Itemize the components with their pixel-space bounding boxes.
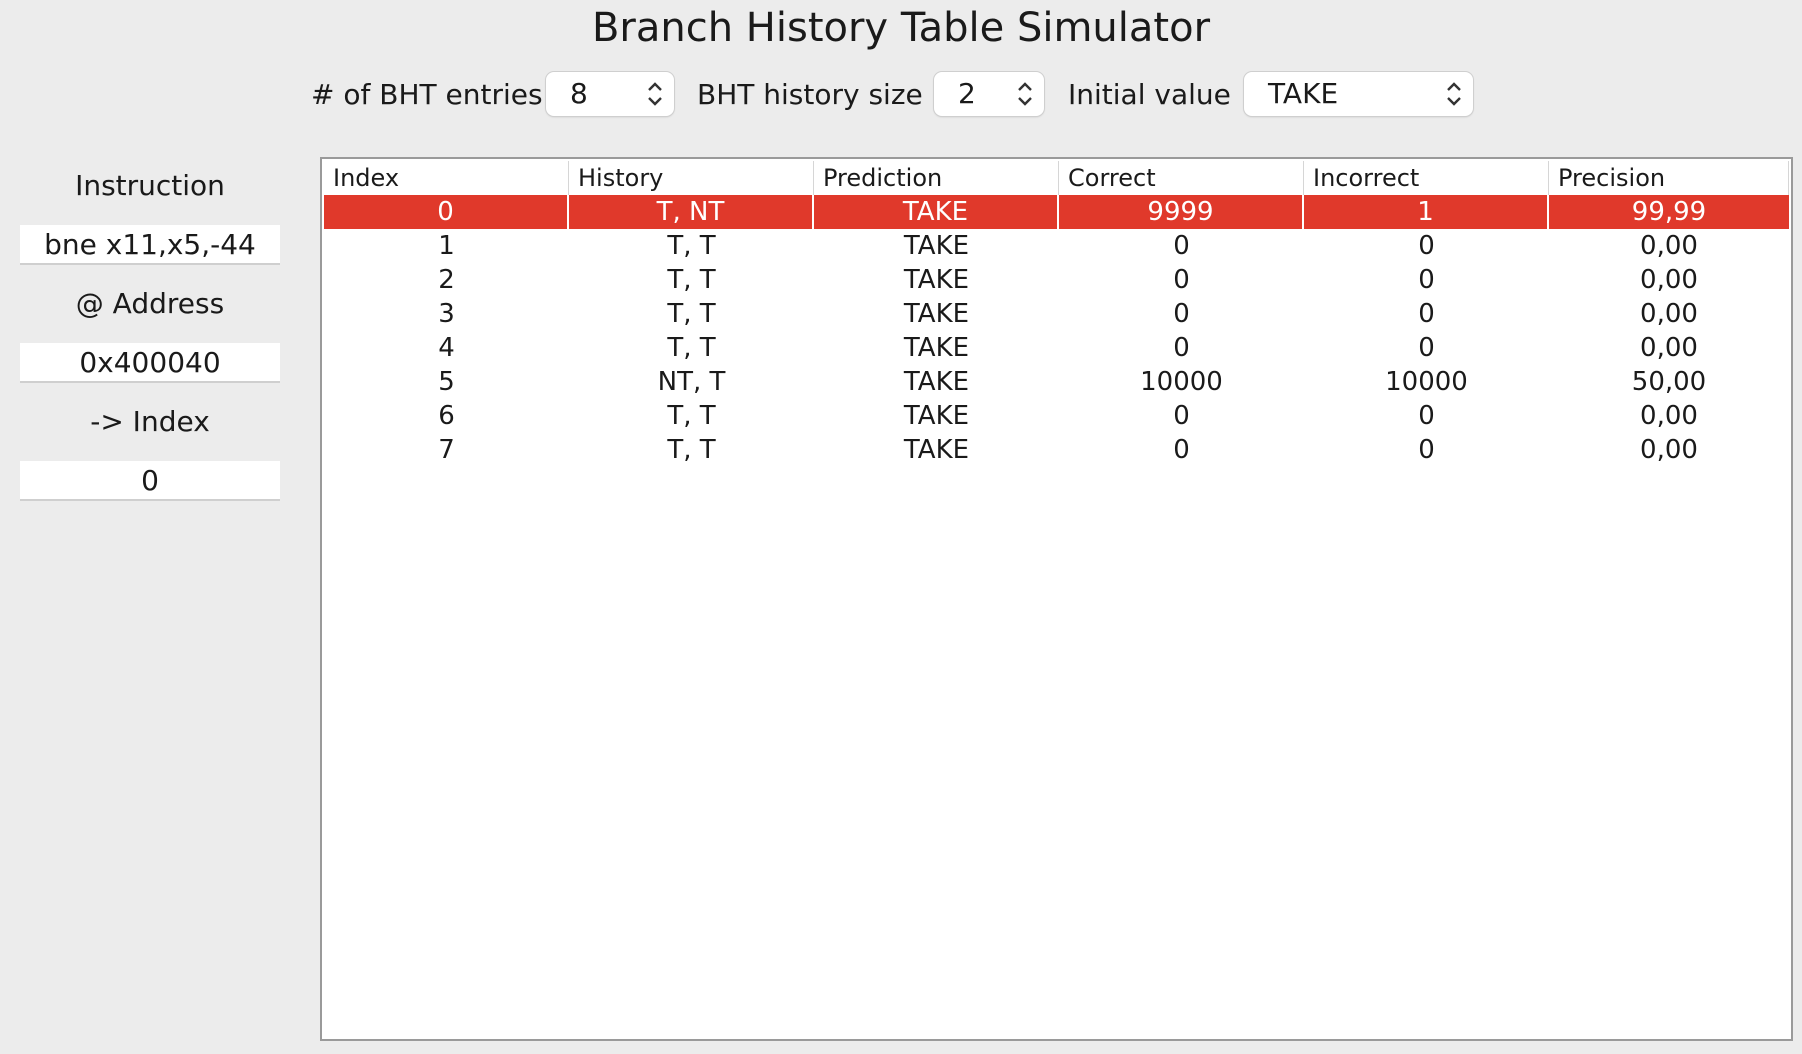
cell-incorrect: 0 (1418, 435, 1435, 465)
cell-precision: 50,00 (1631, 367, 1707, 397)
cell-prediction: TAKE (903, 265, 970, 295)
cell-correct: 0 (1173, 435, 1190, 465)
cell-precision: 0,00 (1640, 435, 1698, 465)
table-row-selected[interactable]: 0 T, NT TAKE 9999 1 99,99 (324, 195, 1789, 229)
cell-correct: 0 (1173, 231, 1190, 261)
cell-history: T, T (667, 299, 716, 329)
cell-index: 3 (438, 299, 455, 329)
cell-history: T, T (667, 401, 716, 431)
initial-value-label: Initial value (1068, 78, 1231, 111)
up-down-arrows-icon[interactable] (646, 79, 664, 109)
up-down-arrows-icon[interactable] (1016, 79, 1034, 109)
cell-history: T, T (667, 231, 716, 261)
column-header-prediction[interactable]: Prediction (814, 161, 1059, 195)
cell-correct: 0 (1173, 401, 1190, 431)
table-row[interactable]: 5 NT, T TAKE 10000 10000 50,00 (324, 365, 1789, 399)
cell-history: T, T (667, 333, 716, 363)
cell-incorrect: 0 (1418, 299, 1435, 329)
cell-index: 2 (438, 265, 455, 295)
entries-value: 8 (570, 77, 588, 110)
instruction-field: bne x11,x5,-44 (20, 225, 280, 265)
column-header-index[interactable]: Index (324, 161, 569, 195)
cell-incorrect: 0 (1418, 265, 1435, 295)
cell-incorrect: 0 (1418, 231, 1435, 261)
cell-correct: 0 (1173, 265, 1190, 295)
initial-value-select[interactable]: TAKE (1244, 72, 1473, 116)
cell-precision: 0,00 (1640, 265, 1698, 295)
table-row[interactable]: 3 T, T TAKE 0 0 0,00 (324, 297, 1789, 331)
entries-spinner[interactable]: 8 (546, 72, 674, 116)
cell-history: T, NT (569, 195, 814, 229)
cell-incorrect: 0 (1418, 333, 1435, 363)
entries-label: # of BHT entries (311, 78, 543, 111)
table-row[interactable]: 2 T, T TAKE 0 0 0,00 (324, 263, 1789, 297)
cell-prediction: TAKE (903, 367, 970, 397)
cell-precision: 0,00 (1640, 231, 1698, 261)
cell-index: 5 (438, 367, 455, 397)
column-header-history[interactable]: History (569, 161, 814, 195)
cell-prediction: TAKE (814, 195, 1059, 229)
window-title-text: Branch History Table Simulator (591, 5, 1211, 51)
cell-index: 6 (438, 401, 455, 431)
cell-prediction: TAKE (903, 299, 970, 329)
address-label: @ Address (75, 287, 225, 320)
index-label: -> Index (90, 405, 210, 438)
cell-correct: 9999 (1059, 195, 1304, 229)
cell-index: 7 (438, 435, 455, 465)
history-size-spinner[interactable]: 2 (934, 72, 1044, 116)
cell-prediction: TAKE (903, 435, 970, 465)
cell-prediction: TAKE (903, 231, 970, 261)
table-row[interactable]: 4 T, T TAKE 0 0 0,00 (324, 331, 1789, 365)
cell-index: 4 (438, 333, 455, 363)
initial-value-selected: TAKE (1268, 77, 1339, 110)
address-field: 0x400040 (20, 343, 280, 383)
cell-prediction: TAKE (903, 401, 970, 431)
cell-precision: 0,00 (1640, 401, 1698, 431)
history-size-label: BHT history size (697, 78, 923, 111)
history-size-value: 2 (958, 77, 976, 110)
index-field: 0 (20, 461, 280, 501)
column-header-precision[interactable]: Precision (1549, 161, 1789, 195)
table-header: Index History Prediction Correct Incorrect Pr… (324, 161, 1789, 196)
cell-precision: 99,99 (1631, 197, 1707, 227)
cell-history: NT, T (657, 367, 726, 397)
cell-index: 0 (324, 195, 569, 229)
table-row[interactable]: 6 T, T TAKE 0 0 0,00 (324, 399, 1789, 433)
cell-prediction: TAKE (903, 333, 970, 363)
column-header-incorrect[interactable]: Incorrect (1304, 161, 1549, 195)
cell-correct: 0 (1173, 333, 1190, 363)
cell-precision: 0,00 (1640, 299, 1698, 329)
column-header-correct[interactable]: Correct (1059, 161, 1304, 195)
table-row[interactable]: 7 T, T TAKE 0 0 0,00 (324, 433, 1789, 467)
cell-incorrect: 0 (1418, 401, 1435, 431)
config-toolbar: # of BHT entries 8 BHT history size 2 In… (0, 70, 1802, 118)
instruction-label: Instruction (75, 169, 225, 202)
cell-correct: 0 (1173, 299, 1190, 329)
table-row[interactable]: 1 T, T TAKE 0 0 0,00 (324, 229, 1789, 263)
cell-history: T, T (667, 435, 716, 465)
window-title: Branch History Table Simulator (0, 2, 1802, 54)
cell-index: 1 (438, 231, 455, 261)
cell-incorrect: 1 (1304, 195, 1549, 229)
cell-incorrect: 10000 (1385, 367, 1468, 397)
cell-correct: 10000 (1140, 367, 1223, 397)
cell-history: T, T (667, 265, 716, 295)
chevron-up-down-icon[interactable] (1445, 79, 1463, 109)
cell-precision: 0,00 (1640, 333, 1698, 363)
bht-table[interactable]: Index History Prediction Correct Incorrect Pr… (320, 157, 1793, 1041)
